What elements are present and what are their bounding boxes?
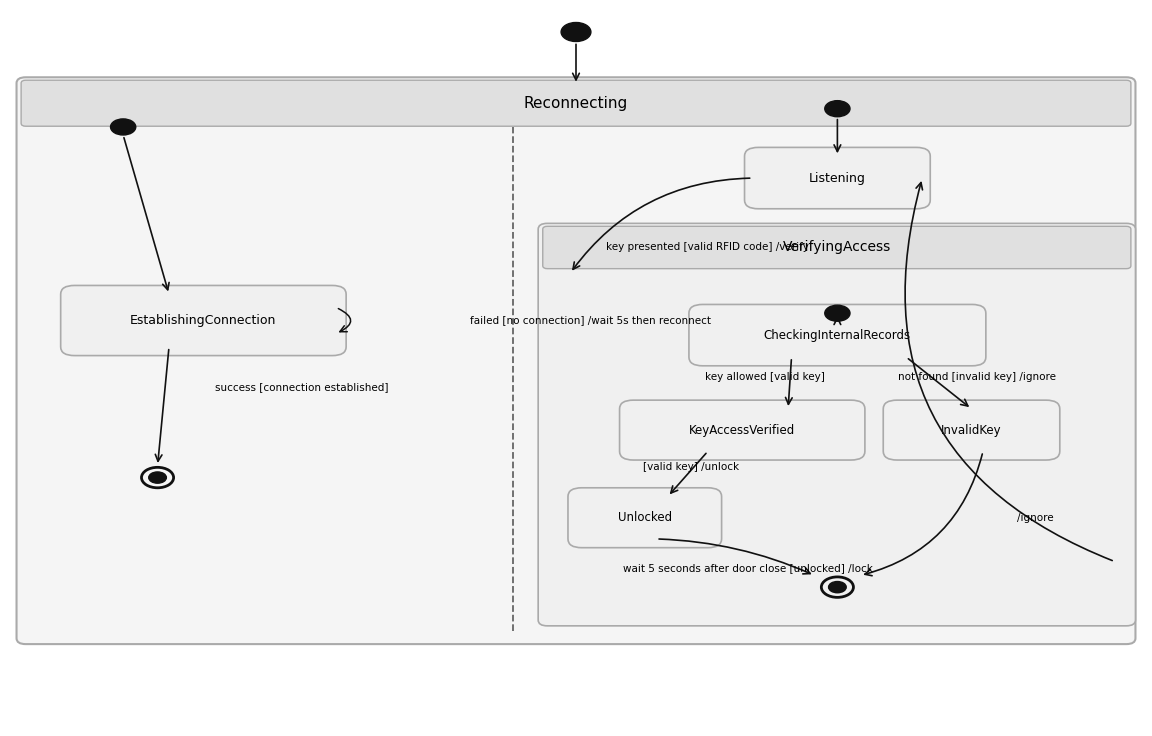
Text: Unlocked: Unlocked [617,512,672,524]
Circle shape [825,101,850,117]
Circle shape [111,119,136,135]
FancyBboxPatch shape [538,223,1136,626]
Text: /ignore: /ignore [1017,513,1054,523]
FancyBboxPatch shape [744,147,931,209]
FancyBboxPatch shape [568,488,721,548]
Circle shape [825,305,850,321]
Circle shape [561,23,591,41]
FancyBboxPatch shape [16,77,1136,644]
Text: EstablishingConnection: EstablishingConnection [130,314,276,327]
Text: key presented [valid RFID code] /verify: key presented [valid RFID code] /verify [606,242,809,252]
Text: Listening: Listening [809,171,866,185]
Text: [valid key] /unlock: [valid key] /unlock [643,461,738,472]
Text: KeyAccessVerified: KeyAccessVerified [689,424,795,436]
Text: failed [no connection] /wait 5s then reconnect: failed [no connection] /wait 5s then rec… [470,316,711,325]
Text: key allowed [valid key]: key allowed [valid key] [705,372,825,382]
Circle shape [828,581,847,592]
FancyBboxPatch shape [543,226,1131,269]
FancyBboxPatch shape [689,305,986,366]
Text: Reconnecting: Reconnecting [524,96,628,110]
Text: wait 5 seconds after door close [unlocked] /lock: wait 5 seconds after door close [unlocke… [623,563,873,573]
Text: CheckingInternalRecords: CheckingInternalRecords [764,329,911,342]
FancyBboxPatch shape [21,80,1131,126]
Circle shape [149,472,166,484]
Text: InvalidKey: InvalidKey [941,424,1002,436]
Text: VerifyingAccess: VerifyingAccess [782,241,890,255]
FancyBboxPatch shape [620,400,865,460]
FancyBboxPatch shape [884,400,1060,460]
Text: success [connection established]: success [connection established] [215,382,388,392]
FancyBboxPatch shape [61,286,346,355]
Text: not found [invalid key] /ignore: not found [invalid key] /ignore [899,372,1056,382]
